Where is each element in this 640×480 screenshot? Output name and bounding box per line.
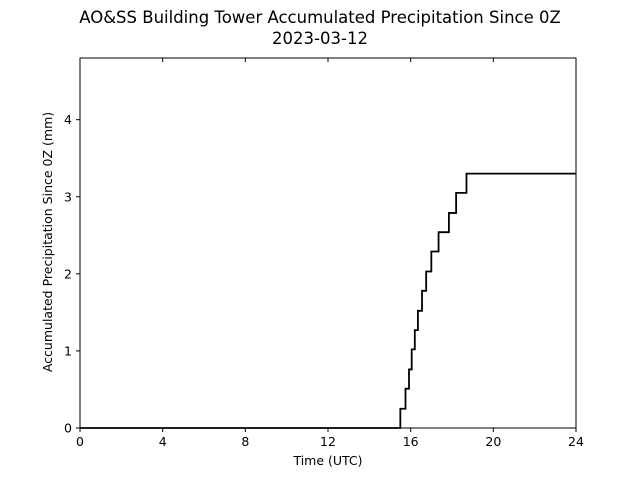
chart-subtitle: 2023-03-12: [272, 29, 368, 48]
x-tick-label: 0: [76, 434, 84, 449]
chart-title: AO&SS Building Tower Accumulated Precipi…: [79, 8, 561, 27]
x-tick-label: 8: [241, 434, 249, 449]
x-tick-label: 12: [320, 434, 336, 449]
x-tick-label: 24: [568, 434, 584, 449]
precipitation-series-line: [80, 172, 576, 429]
y-tick-label: 0: [64, 421, 72, 436]
x-tick-label: 16: [403, 434, 419, 449]
x-tick-label: 4: [159, 434, 167, 449]
x-tick-label: 20: [485, 434, 501, 449]
y-tick-label: 4: [64, 112, 72, 127]
y-tick-label: 1: [64, 343, 72, 358]
y-tick-label: 3: [64, 189, 72, 204]
y-tick-label: 2: [64, 266, 72, 281]
axes-frame: [79, 57, 577, 429]
y-axis-label: Accumulated Precipitation Since 0Z (mm): [40, 111, 55, 373]
x-axis-label: Time (UTC): [293, 453, 363, 468]
